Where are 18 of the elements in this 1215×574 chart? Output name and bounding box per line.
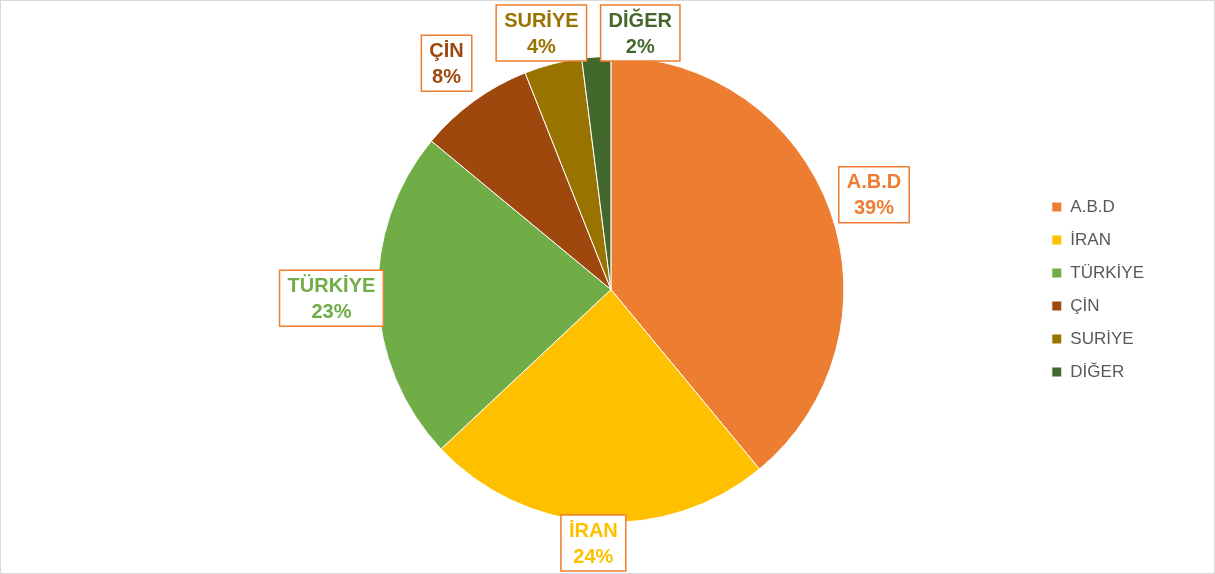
- slice-label: İRAN: [568, 518, 618, 541]
- data-label: 8%: [432, 64, 462, 87]
- slice-label: TÜRKİYE: [287, 273, 376, 296]
- legend-label: TÜRKİYE: [1070, 262, 1145, 282]
- legend-label: DİĞER: [1070, 361, 1125, 381]
- slice-label: SURİYE: [504, 8, 579, 31]
- legend-label: A.B.D: [1070, 196, 1115, 216]
- data-label: 2%: [625, 34, 655, 57]
- data-label: 4%: [526, 34, 557, 57]
- slice-label: ÇİN: [429, 38, 464, 61]
- slice-label: A.B.D: [846, 170, 902, 193]
- legend-label: SURİYE: [1070, 328, 1134, 348]
- data-label: 24%: [573, 544, 614, 567]
- slice-label: DİĞER: [608, 7, 673, 31]
- data-label: 39%: [853, 196, 895, 219]
- legend-label: ÇİN: [1070, 295, 1100, 315]
- legend-label: İRAN: [1070, 229, 1111, 249]
- data-label: 23%: [311, 299, 352, 322]
